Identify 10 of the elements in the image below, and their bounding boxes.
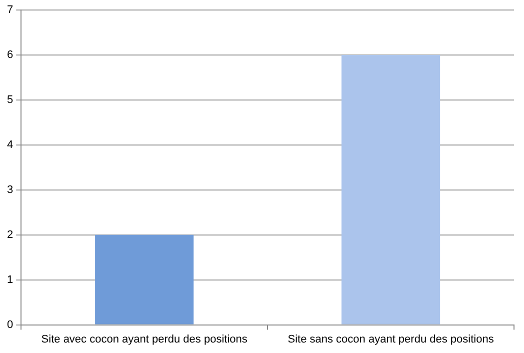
y-tick-label: 7 <box>6 4 14 16</box>
y-tick-label: 1 <box>6 274 14 286</box>
x-tick-label: Site sans cocon ayant perdu des positions <box>288 333 494 346</box>
y-tick-label: 5 <box>6 94 14 106</box>
y-tick-label: 6 <box>6 49 14 62</box>
x-tick-label: Site avec cocon ayant perdu des positions <box>41 333 248 346</box>
y-tick-label: 4 <box>6 138 14 151</box>
y-tick-label: 2 <box>6 228 14 241</box>
y-tick-label: 3 <box>6 184 14 196</box>
y-tick-label: 0 <box>6 318 14 331</box>
